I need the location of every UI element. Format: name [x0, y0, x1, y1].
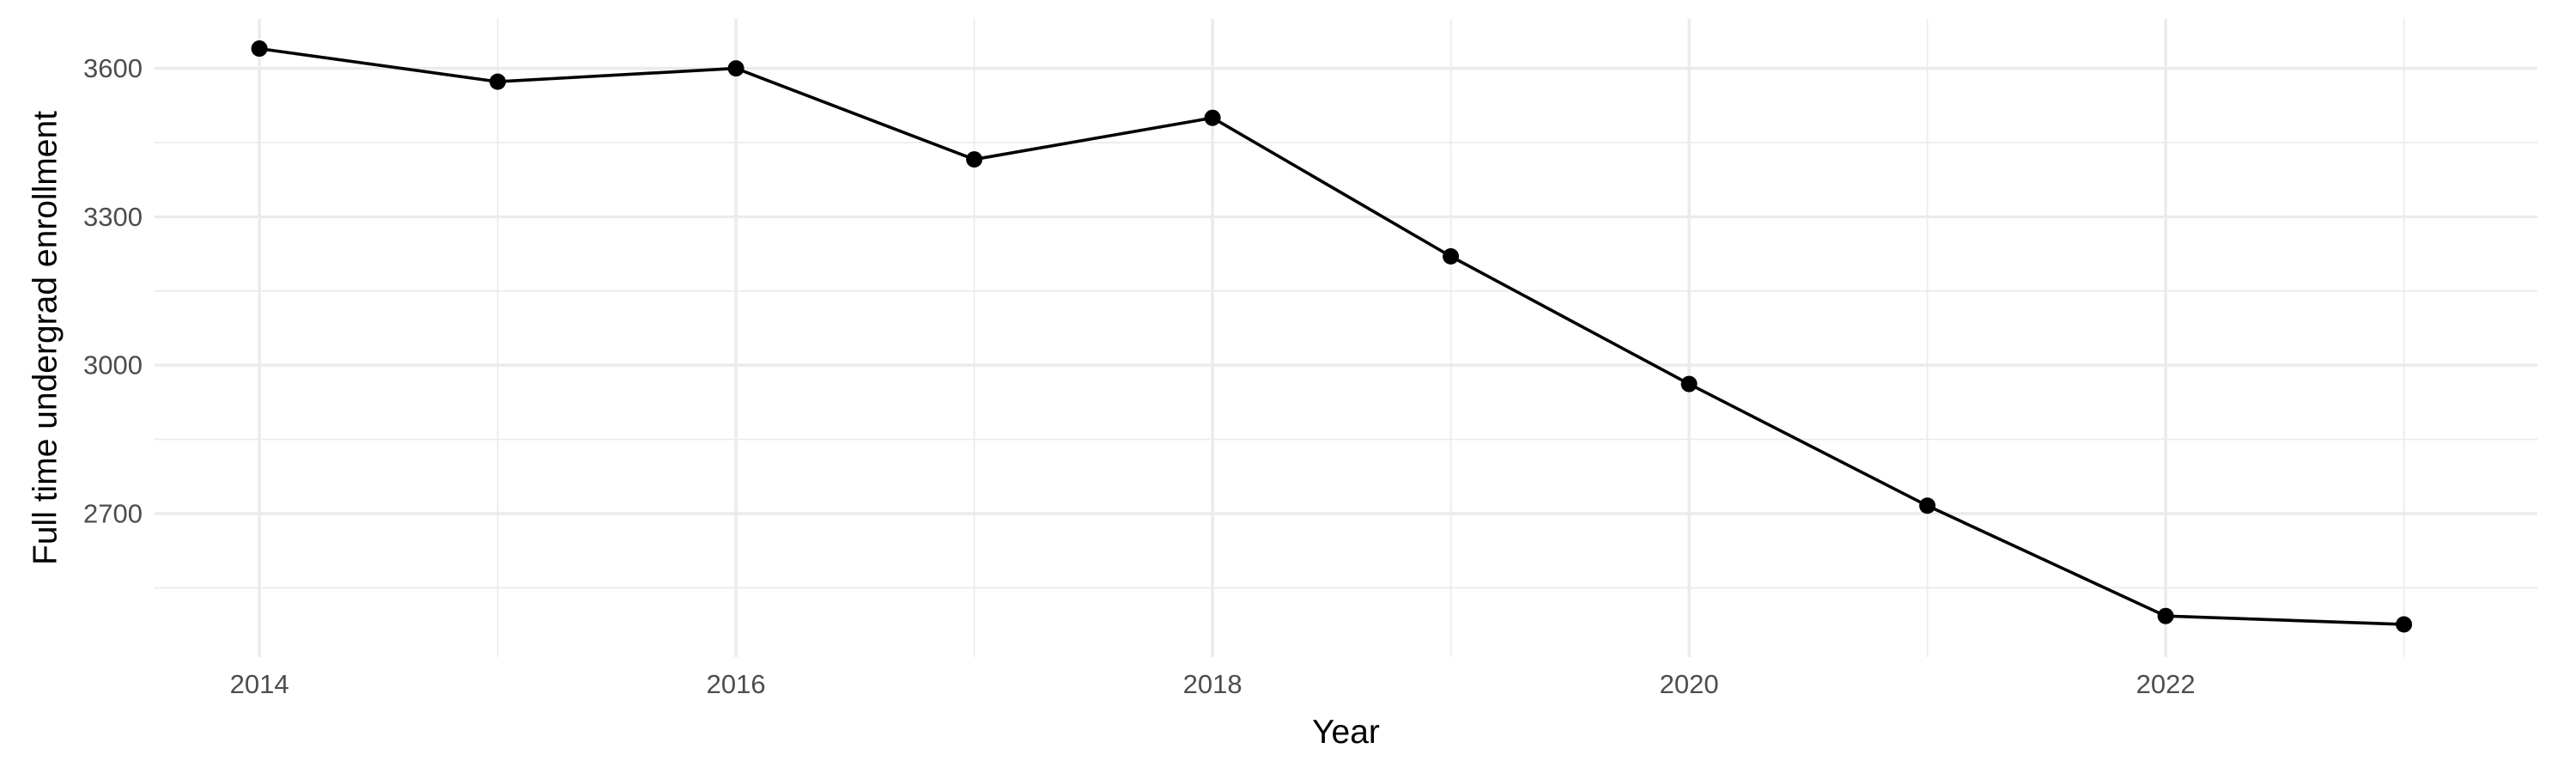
y-tick-label-0: 2700: [83, 498, 143, 528]
data-point-2019: [1443, 247, 1460, 265]
y-axis-tick-labels: 2700 3000 3300 3600: [83, 53, 143, 528]
x-axis-tick-labels: 2014 2016 2018 2020 2022: [230, 669, 2196, 699]
data-point-2023: [2396, 616, 2413, 633]
data-point-2021: [1919, 497, 1936, 514]
y-tick-label-3: 3600: [83, 53, 143, 83]
data-point-2014: [251, 40, 268, 58]
y-tick-label-1: 3000: [83, 350, 143, 380]
x-tick-label-4: 2022: [2136, 669, 2196, 699]
minor-gridlines: [155, 19, 2537, 657]
x-axis-title: Year: [1312, 714, 1380, 751]
data-point-2022: [2157, 607, 2174, 624]
major-gridlines: [155, 19, 2537, 657]
data-point-2020: [1680, 375, 1698, 393]
data-points: [251, 40, 2413, 633]
x-tick-label-3: 2020: [1660, 669, 1719, 699]
data-point-2016: [727, 60, 744, 77]
data-point-2017: [966, 151, 983, 168]
series-line: [258, 46, 2406, 626]
x-tick-label-0: 2014: [230, 669, 289, 699]
y-axis-title: Full time undergrad enrollment: [27, 111, 64, 565]
y-tick-label-2: 3300: [83, 202, 143, 232]
x-tick-label-2: 2018: [1183, 669, 1242, 699]
data-point-2015: [489, 73, 507, 90]
data-point-2018: [1204, 109, 1221, 126]
x-tick-label-1: 2016: [707, 669, 766, 699]
plot-panel: [155, 19, 2537, 657]
